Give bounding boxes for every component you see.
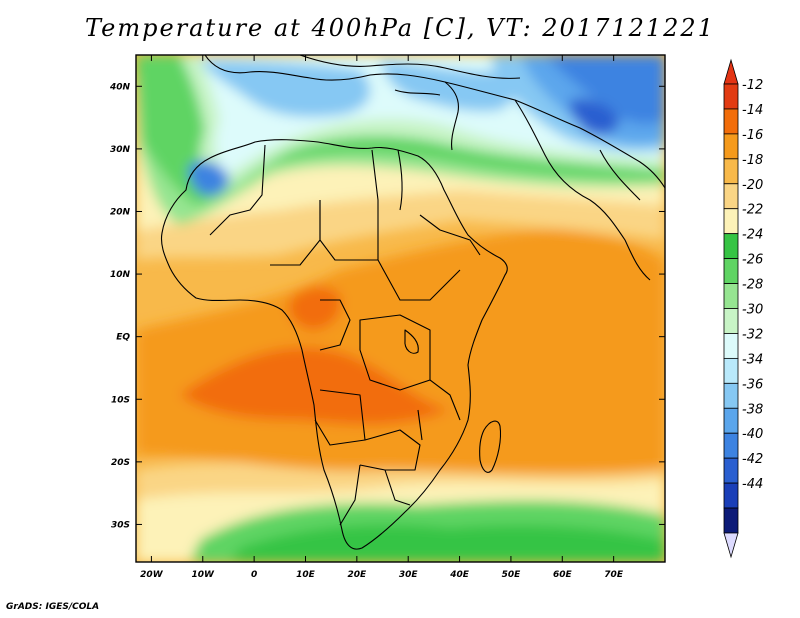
colorbar-label: -18 — [742, 153, 763, 168]
grads-credit: GrADS: IGES/COLA — [6, 602, 100, 612]
colorbar-label: -44 — [742, 477, 763, 492]
colorbar-label: -34 — [742, 352, 763, 367]
lon-tick-label: 60E — [553, 570, 573, 580]
colorbar-swatch — [723, 83, 739, 110]
temperature-field — [136, 55, 665, 562]
colorbar-label: -32 — [742, 327, 763, 342]
lat-tick-label: EQ — [116, 333, 130, 343]
colorbar-label: -36 — [742, 377, 763, 392]
lat-tick-label: 10S — [111, 395, 130, 405]
colorbar-label: -16 — [742, 128, 763, 143]
colorbar-swatch — [723, 133, 739, 160]
colorbar-label: -30 — [742, 303, 763, 318]
lon-tick-label: 0 — [251, 570, 257, 580]
colorbar-swatch — [723, 482, 739, 509]
colorbar-swatch — [723, 407, 739, 434]
lat-tick-label: 40N — [109, 82, 131, 92]
map-title: Temperature at 400hPa [C], VT: 201712122… — [85, 14, 715, 42]
colorbar-swatch — [723, 507, 739, 534]
colorbar-label: -20 — [742, 178, 763, 193]
lat-tick-label: 30N — [110, 145, 131, 155]
colorbar-label: -14 — [742, 103, 763, 118]
lon-tick-label: 70E — [604, 570, 624, 580]
colorbar-label: -42 — [742, 452, 763, 467]
colorbar: -12 -14 -16 -18 -20 -22 -24 -26 -28 -30 -32 -34 -36 -… — [723, 58, 763, 559]
colorbar-swatch — [723, 208, 739, 235]
colorbar-label: -38 — [742, 402, 763, 417]
lat-tick-label: 10N — [110, 270, 131, 280]
colorbar-label: -26 — [742, 253, 763, 268]
colorbar-label: -40 — [742, 427, 763, 442]
colorbar-label: -24 — [742, 228, 763, 243]
coastlines — [160, 55, 665, 550]
colorbar-bottom-arrow — [723, 532, 739, 559]
lat-tick-label: 20S — [111, 458, 130, 468]
colorbar-label: -12 — [742, 78, 763, 93]
colorbar-swatch — [723, 457, 739, 484]
lon-tick-label: 20W — [140, 570, 164, 580]
lon-tick-label: 10E — [296, 570, 316, 580]
map-frame — [135, 54, 666, 563]
longitude-axis: 20W 10W 0 10E 20E 30E 40E 50E 60E 70E — [140, 55, 624, 580]
colorbar-swatch — [723, 108, 739, 135]
colorbar-label: -28 — [742, 278, 763, 293]
colorbar-swatch — [723, 158, 739, 185]
lon-tick-label: 20E — [348, 570, 368, 580]
lon-tick-label: 10W — [192, 570, 216, 580]
colorbar-swatch — [723, 333, 739, 359]
colorbar-swatch — [723, 283, 739, 309]
colorbar-swatch — [723, 183, 739, 210]
lon-tick-label: 40E — [449, 570, 470, 580]
lat-tick-label: 20N — [110, 207, 131, 217]
lat-tick-label: 30S — [111, 520, 130, 530]
colorbar-swatch — [723, 357, 739, 384]
colorbar-swatch — [723, 233, 739, 260]
colorbar-swatch — [723, 308, 739, 334]
lon-tick-label: 50E — [502, 570, 522, 580]
lon-tick-label: 30E — [399, 570, 419, 580]
colorbar-swatch — [723, 432, 739, 459]
colorbar-swatch — [723, 258, 739, 284]
colorbar-top-arrow — [723, 58, 739, 85]
colorbar-swatch — [723, 382, 739, 409]
latitude-axis: 40N 30N 20N 10N EQ 10S 20S 30S — [109, 82, 665, 530]
colorbar-label: -22 — [742, 203, 763, 218]
